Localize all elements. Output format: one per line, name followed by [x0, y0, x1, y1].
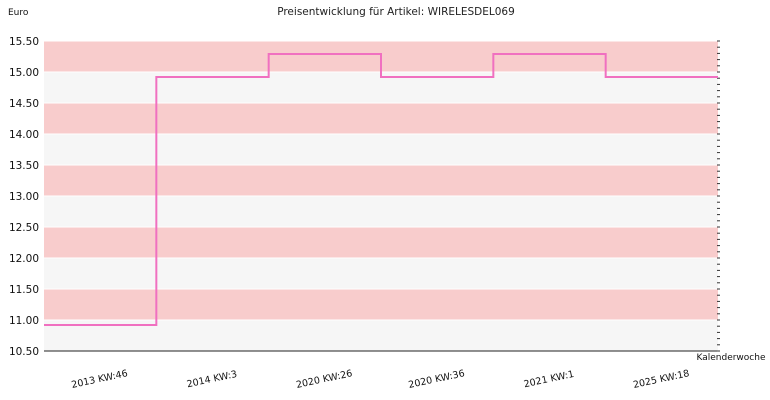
chart-title: Preisentwicklung für Artikel: WIRELESDEL… — [277, 6, 515, 18]
x-axis-label: Kalenderwoche — [696, 353, 765, 363]
x-tick-labels: 2013 KW:46 2014 KW:3 2020 KW:26 2020 KW:36 2… — [71, 368, 691, 391]
x-tick-label: 2020 KW:26 — [295, 368, 353, 391]
y-tick-label: 11.50 — [9, 284, 39, 296]
y-tick-labels: 15.50 15.00 14.50 14.00 13.50 13.00 12.50 12.00… — [9, 36, 39, 358]
x-tick-label: 2020 KW:36 — [408, 368, 466, 391]
x-tick-label: 2013 KW:46 — [71, 368, 129, 391]
x-tick-label: 2025 KW:18 — [632, 368, 690, 391]
series-line-group — [44, 53, 718, 326]
plot-background-bands — [44, 40, 718, 351]
x-tick-label: 2021 KW:1 — [523, 369, 575, 390]
y-tick-label: 15.50 — [9, 36, 39, 48]
background-band — [44, 289, 718, 320]
y-tick-label: 11.00 — [9, 315, 39, 327]
background-band — [44, 196, 718, 227]
price-step-line — [44, 53, 718, 326]
y-axis-label: Euro — [8, 8, 29, 18]
y-tick-label: 12.50 — [9, 222, 39, 234]
y-tick-label: 13.50 — [9, 160, 39, 172]
x-tick-label: 2014 KW:3 — [186, 369, 238, 390]
background-band — [44, 165, 718, 196]
background-band — [44, 258, 718, 289]
y-tick-label: 10.50 — [9, 346, 39, 358]
axes — [44, 40, 720, 352]
y-tick-label: 14.00 — [9, 129, 39, 141]
y-tick-label: 12.00 — [9, 253, 39, 265]
y-tick-label: 15.00 — [9, 67, 39, 79]
y-tick-label: 14.50 — [9, 98, 39, 110]
background-band — [44, 227, 718, 258]
y-tick-label: 13.00 — [9, 191, 39, 203]
background-band — [44, 103, 718, 134]
background-band — [44, 134, 718, 165]
